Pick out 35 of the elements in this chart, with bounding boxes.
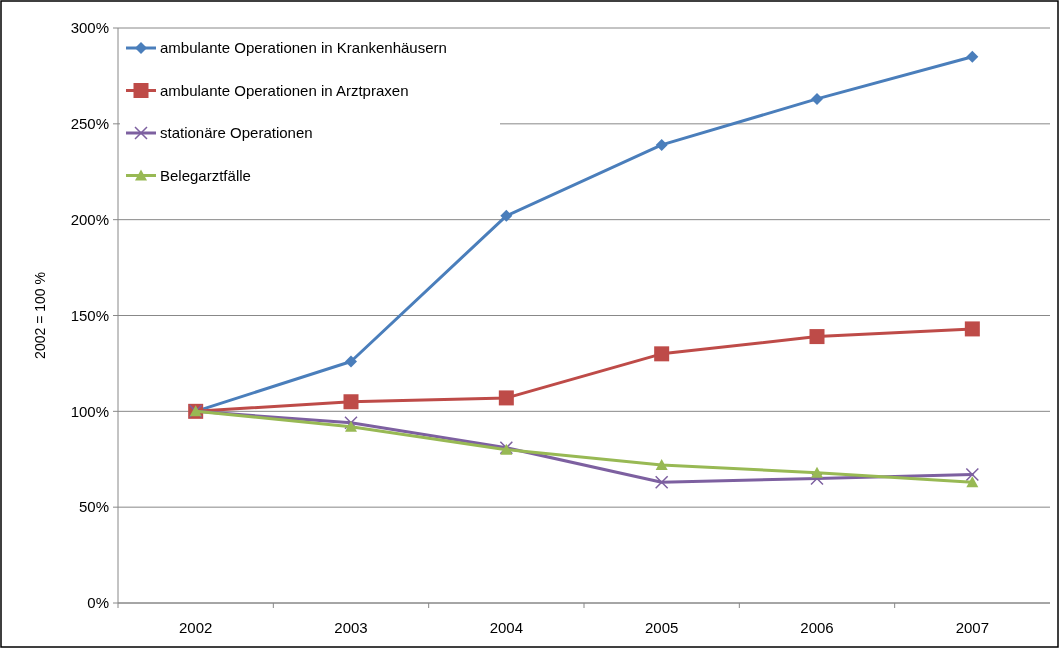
point xyxy=(966,50,979,63)
y-tick-label: 100% xyxy=(70,402,109,420)
y-tick-label: 250% xyxy=(70,115,109,133)
y-tick-label: 150% xyxy=(70,306,109,324)
x-tick-label: 2006 xyxy=(800,619,834,636)
point xyxy=(345,355,357,368)
legend-label: stationäre Operationen xyxy=(160,124,313,142)
y-tick-label: 200% xyxy=(70,210,109,228)
x-tick-label: 2004 xyxy=(489,619,524,636)
point xyxy=(966,476,979,488)
x-tick-label: 2002 xyxy=(178,619,213,636)
point xyxy=(811,466,823,478)
point xyxy=(345,420,357,432)
legend-label: ambulante Operationen in Krankenhäusern xyxy=(160,39,447,57)
point xyxy=(654,346,670,362)
legend-label: Belegarztfälle xyxy=(160,166,251,184)
point xyxy=(965,467,980,482)
point xyxy=(655,138,668,151)
point xyxy=(811,92,823,105)
point xyxy=(500,209,513,222)
point xyxy=(344,416,358,430)
legend-label: ambulante Operationen in Arztpraxen xyxy=(160,81,409,99)
point xyxy=(343,394,359,410)
y-tick-label: 0% xyxy=(87,594,109,612)
x-tick-label: 2007 xyxy=(955,619,990,636)
y-axis-title: 2002 = 100 % xyxy=(32,272,48,359)
y-tick-label: 50% xyxy=(78,498,109,516)
x-tick-label: 2003 xyxy=(334,619,368,636)
point xyxy=(964,321,980,337)
y-tick-label: 300% xyxy=(70,19,109,37)
x-tick-label: 2005 xyxy=(644,619,679,636)
point xyxy=(654,475,669,489)
point xyxy=(498,390,514,406)
point xyxy=(655,459,668,470)
point xyxy=(809,329,825,345)
